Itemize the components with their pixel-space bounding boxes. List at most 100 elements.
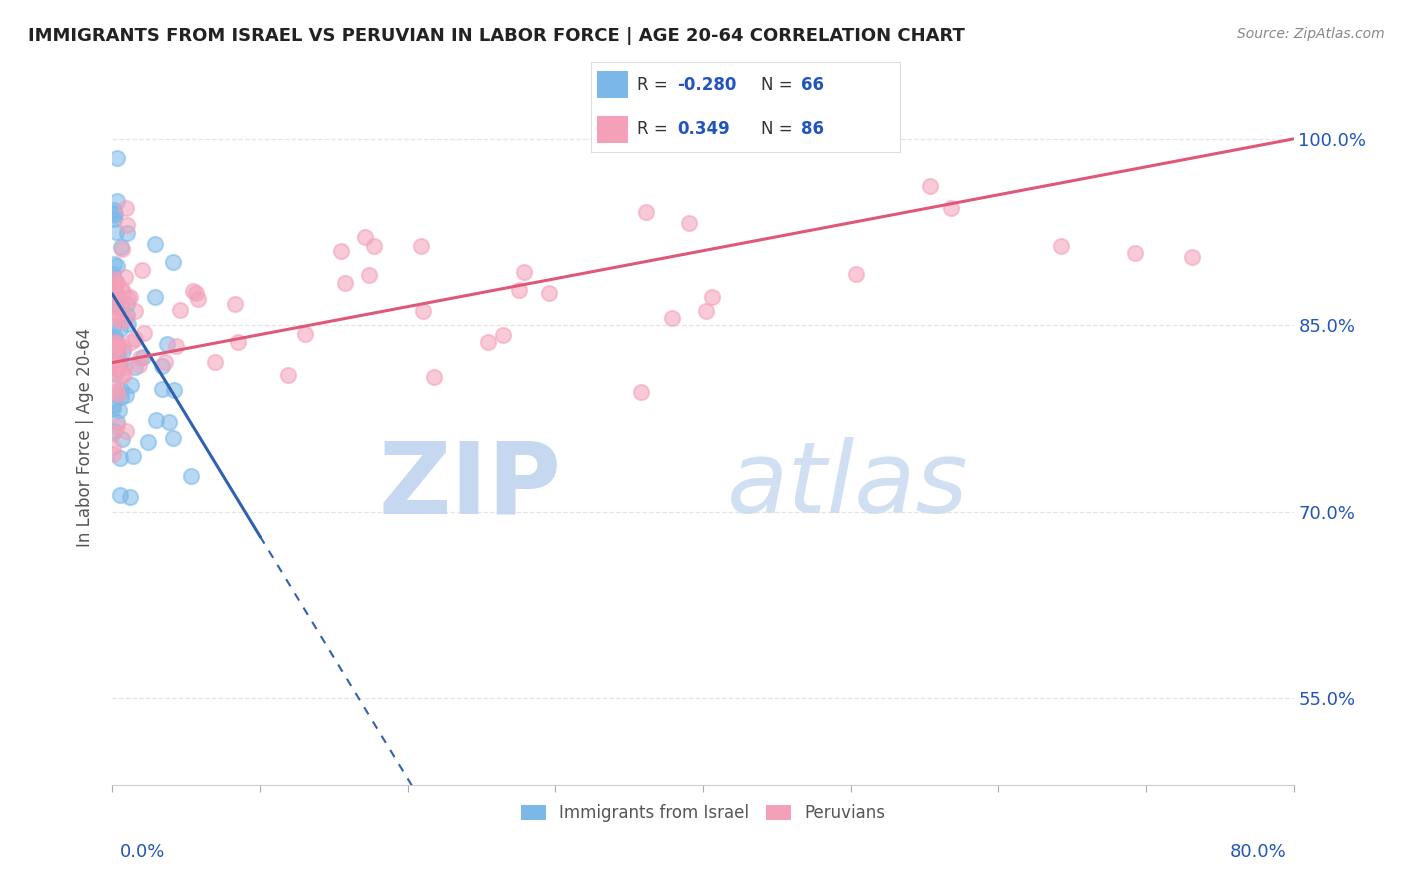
- Point: [630, 384, 652, 399]
- Point: [104, 333, 127, 347]
- Point: [124, 359, 146, 374]
- Point: [107, 353, 129, 368]
- Point: [112, 359, 135, 374]
- Point: [112, 344, 135, 359]
- Point: [105, 298, 128, 312]
- Point: [277, 368, 299, 383]
- Point: [330, 244, 353, 258]
- Point: [112, 368, 135, 382]
- Point: [104, 285, 127, 299]
- Point: [104, 359, 127, 374]
- Point: [110, 383, 132, 397]
- Point: [105, 276, 128, 290]
- Point: [661, 311, 683, 326]
- Point: [105, 358, 128, 372]
- Point: [107, 307, 129, 321]
- Point: [634, 205, 657, 219]
- Point: [104, 359, 127, 373]
- FancyBboxPatch shape: [596, 116, 627, 143]
- Text: -0.280: -0.280: [678, 76, 737, 94]
- Point: [101, 365, 124, 379]
- Point: [115, 226, 138, 240]
- Point: [105, 361, 128, 376]
- Point: [294, 326, 316, 341]
- Point: [101, 447, 124, 461]
- Point: [477, 334, 499, 349]
- Point: [108, 357, 131, 371]
- Text: 0.349: 0.349: [678, 120, 730, 138]
- Text: atlas: atlas: [727, 437, 969, 534]
- Point: [107, 338, 129, 352]
- Point: [354, 230, 377, 244]
- Point: [105, 346, 128, 360]
- Point: [104, 298, 127, 312]
- Point: [107, 387, 129, 401]
- Point: [104, 360, 127, 375]
- Point: [101, 272, 124, 286]
- Point: [224, 296, 246, 310]
- Point: [104, 208, 127, 222]
- Point: [104, 310, 127, 325]
- Point: [103, 203, 125, 218]
- Point: [128, 358, 150, 372]
- Point: [157, 415, 180, 429]
- Point: [412, 303, 434, 318]
- Point: [180, 469, 202, 483]
- Y-axis label: In Labor Force | Age 20-64: In Labor Force | Age 20-64: [76, 327, 94, 547]
- Point: [105, 384, 128, 398]
- Point: [103, 205, 125, 219]
- Point: [162, 432, 184, 446]
- Point: [363, 239, 385, 253]
- Point: [103, 424, 125, 438]
- Legend: Immigrants from Israel, Peruvians: Immigrants from Israel, Peruvians: [515, 797, 891, 829]
- Point: [110, 239, 132, 253]
- Point: [120, 490, 142, 504]
- Point: [104, 277, 127, 291]
- Point: [124, 332, 146, 346]
- Point: [101, 342, 124, 356]
- Point: [120, 334, 142, 349]
- Point: [492, 328, 515, 343]
- Text: R =: R =: [637, 76, 673, 94]
- Point: [104, 329, 127, 343]
- Point: [104, 334, 127, 349]
- Point: [105, 259, 128, 273]
- Point: [110, 281, 132, 295]
- Point: [117, 291, 139, 305]
- Point: [118, 290, 141, 304]
- Point: [136, 435, 159, 450]
- Point: [105, 418, 128, 433]
- Point: [162, 254, 184, 268]
- Point: [101, 334, 124, 348]
- Text: ZIP: ZIP: [378, 437, 561, 534]
- Point: [108, 358, 131, 372]
- Point: [702, 290, 724, 304]
- Point: [537, 286, 560, 301]
- Point: [111, 285, 134, 300]
- Point: [513, 265, 536, 279]
- Point: [169, 302, 191, 317]
- Point: [103, 401, 125, 415]
- Point: [918, 179, 941, 194]
- Point: [101, 398, 124, 412]
- Point: [150, 382, 173, 396]
- Point: [145, 413, 167, 427]
- Point: [103, 211, 125, 226]
- Point: [104, 367, 127, 381]
- Text: R =: R =: [637, 120, 673, 138]
- Point: [111, 243, 134, 257]
- Text: N =: N =: [761, 76, 797, 94]
- Point: [104, 286, 127, 301]
- Point: [226, 334, 249, 349]
- Point: [111, 340, 134, 354]
- Point: [110, 314, 132, 328]
- Point: [129, 351, 152, 366]
- Point: [104, 359, 127, 374]
- Point: [105, 342, 128, 356]
- Point: [117, 219, 139, 233]
- Point: [107, 347, 129, 361]
- Point: [105, 415, 128, 429]
- Point: [845, 268, 868, 282]
- Text: 80.0%: 80.0%: [1230, 843, 1286, 861]
- Point: [105, 275, 128, 289]
